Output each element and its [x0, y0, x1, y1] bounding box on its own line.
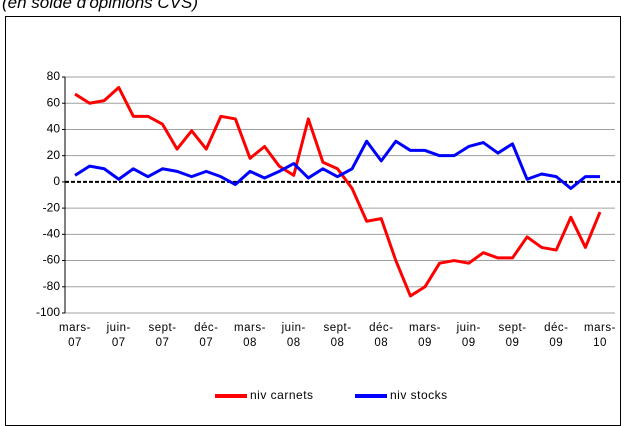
x-tick-label: mars-08	[234, 322, 266, 349]
x-tick-label: juin-07	[106, 322, 131, 349]
series-line	[74, 139, 600, 190]
x-tick-label: juin-08	[281, 322, 306, 349]
series-line	[74, 85, 602, 298]
x-tick-label: mars-09	[409, 322, 441, 349]
chart-title: (en solde d'opinions CVS)	[2, 0, 199, 12]
y-tick-label: 40	[47, 122, 61, 136]
x-tick-label: sept-08	[323, 322, 352, 349]
x-tick-label: déc-09	[544, 322, 569, 349]
x-tick-label: mars-10	[584, 322, 616, 349]
y-tick-label: 20	[47, 148, 61, 162]
y-tick-label: -40	[43, 227, 61, 241]
y-tick-label: 0	[53, 174, 60, 188]
x-tick-label: sept-07	[148, 322, 177, 349]
x-tick-label: déc-07	[194, 322, 219, 349]
y-tick-label: -80	[43, 279, 61, 293]
y-tick-label: -100	[36, 305, 60, 319]
legend-label: niv carnets	[250, 388, 314, 402]
x-tick-label: déc-08	[369, 322, 394, 349]
y-tick-label: -20	[43, 200, 61, 214]
y-tick-label: 60	[47, 95, 61, 109]
x-tick-label: mars-07	[59, 322, 91, 349]
x-tick-label: sept-09	[498, 322, 527, 349]
y-tick-label: 80	[47, 69, 61, 83]
x-tick-label: juin-09	[456, 322, 481, 349]
legend-label: niv stocks	[390, 388, 448, 402]
y-tick-label: -60	[43, 253, 61, 267]
